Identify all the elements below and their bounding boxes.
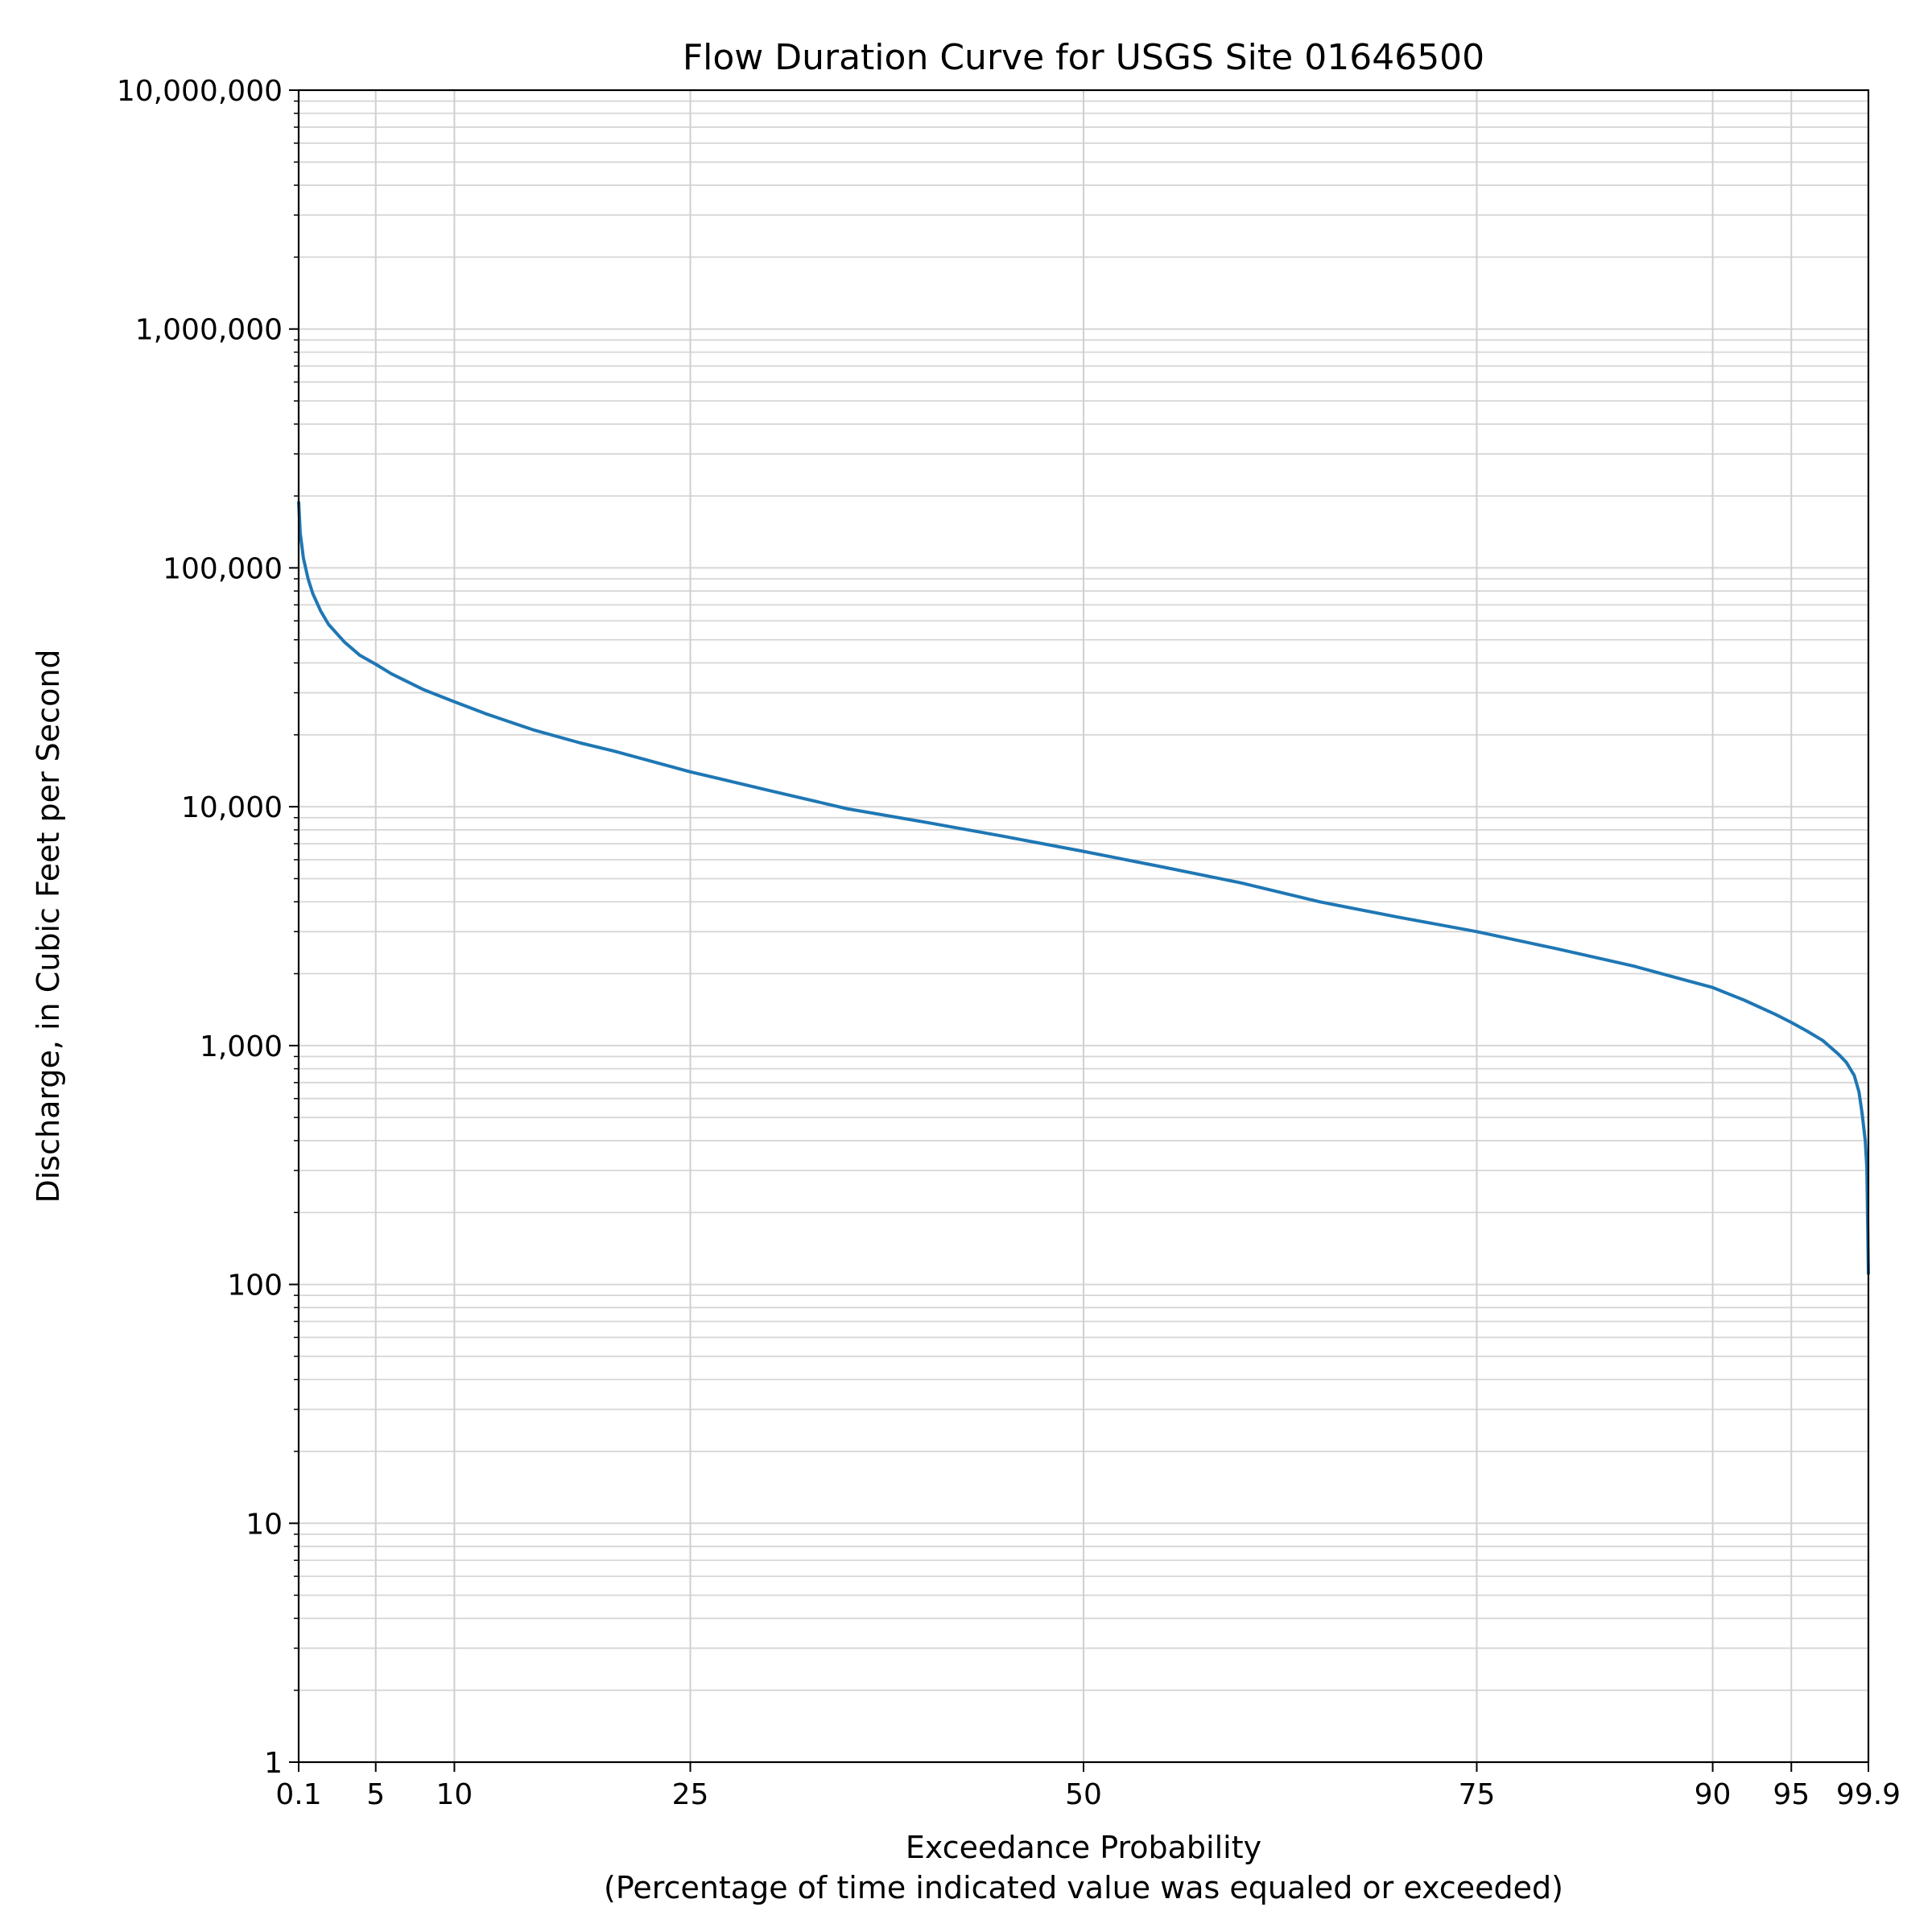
y-axis-label: Discharge, in Cubic Feet per Second [31,649,66,1203]
x-tick-label: 95 [1773,1778,1810,1811]
x-tick-label: 90 [1695,1778,1732,1811]
grid-lines [298,89,1869,1763]
y-tick-label: 100,000 [163,552,283,585]
axis-ticks: 0.1 5 10 25 50 75 90 95 99.9 1 10 100 1,000 10,000 100… [117,75,1901,1811]
flow-duration-line [297,501,1870,1275]
y-tick-label: 1,000,000 [135,314,283,347]
y-tick-label: 10,000 [181,791,283,824]
y-tick-label: 10 [246,1508,283,1541]
x-tick-label: 10 [436,1778,473,1811]
x-tick-label: 25 [672,1778,709,1811]
x-axis-label: Exceedance Probability [906,1830,1261,1865]
y-tick-label: 1,000 [200,1030,283,1063]
x-tick-label: 0.1 [275,1778,321,1811]
x-axis-sublabel: (Percentage of time indicated value was … [604,1870,1563,1905]
x-tick-label: 75 [1459,1778,1496,1811]
y-tick-label: 1 [264,1747,283,1780]
x-tick-label: 50 [1065,1778,1102,1811]
x-tick-label: 99.9 [1836,1778,1901,1811]
y-tick-label: 10,000,000 [117,75,283,108]
y-tick-label: 100 [227,1269,283,1302]
x-tick-label: 5 [366,1778,385,1811]
chart-title: Flow Duration Curve for USGS Site 016465… [683,37,1484,78]
